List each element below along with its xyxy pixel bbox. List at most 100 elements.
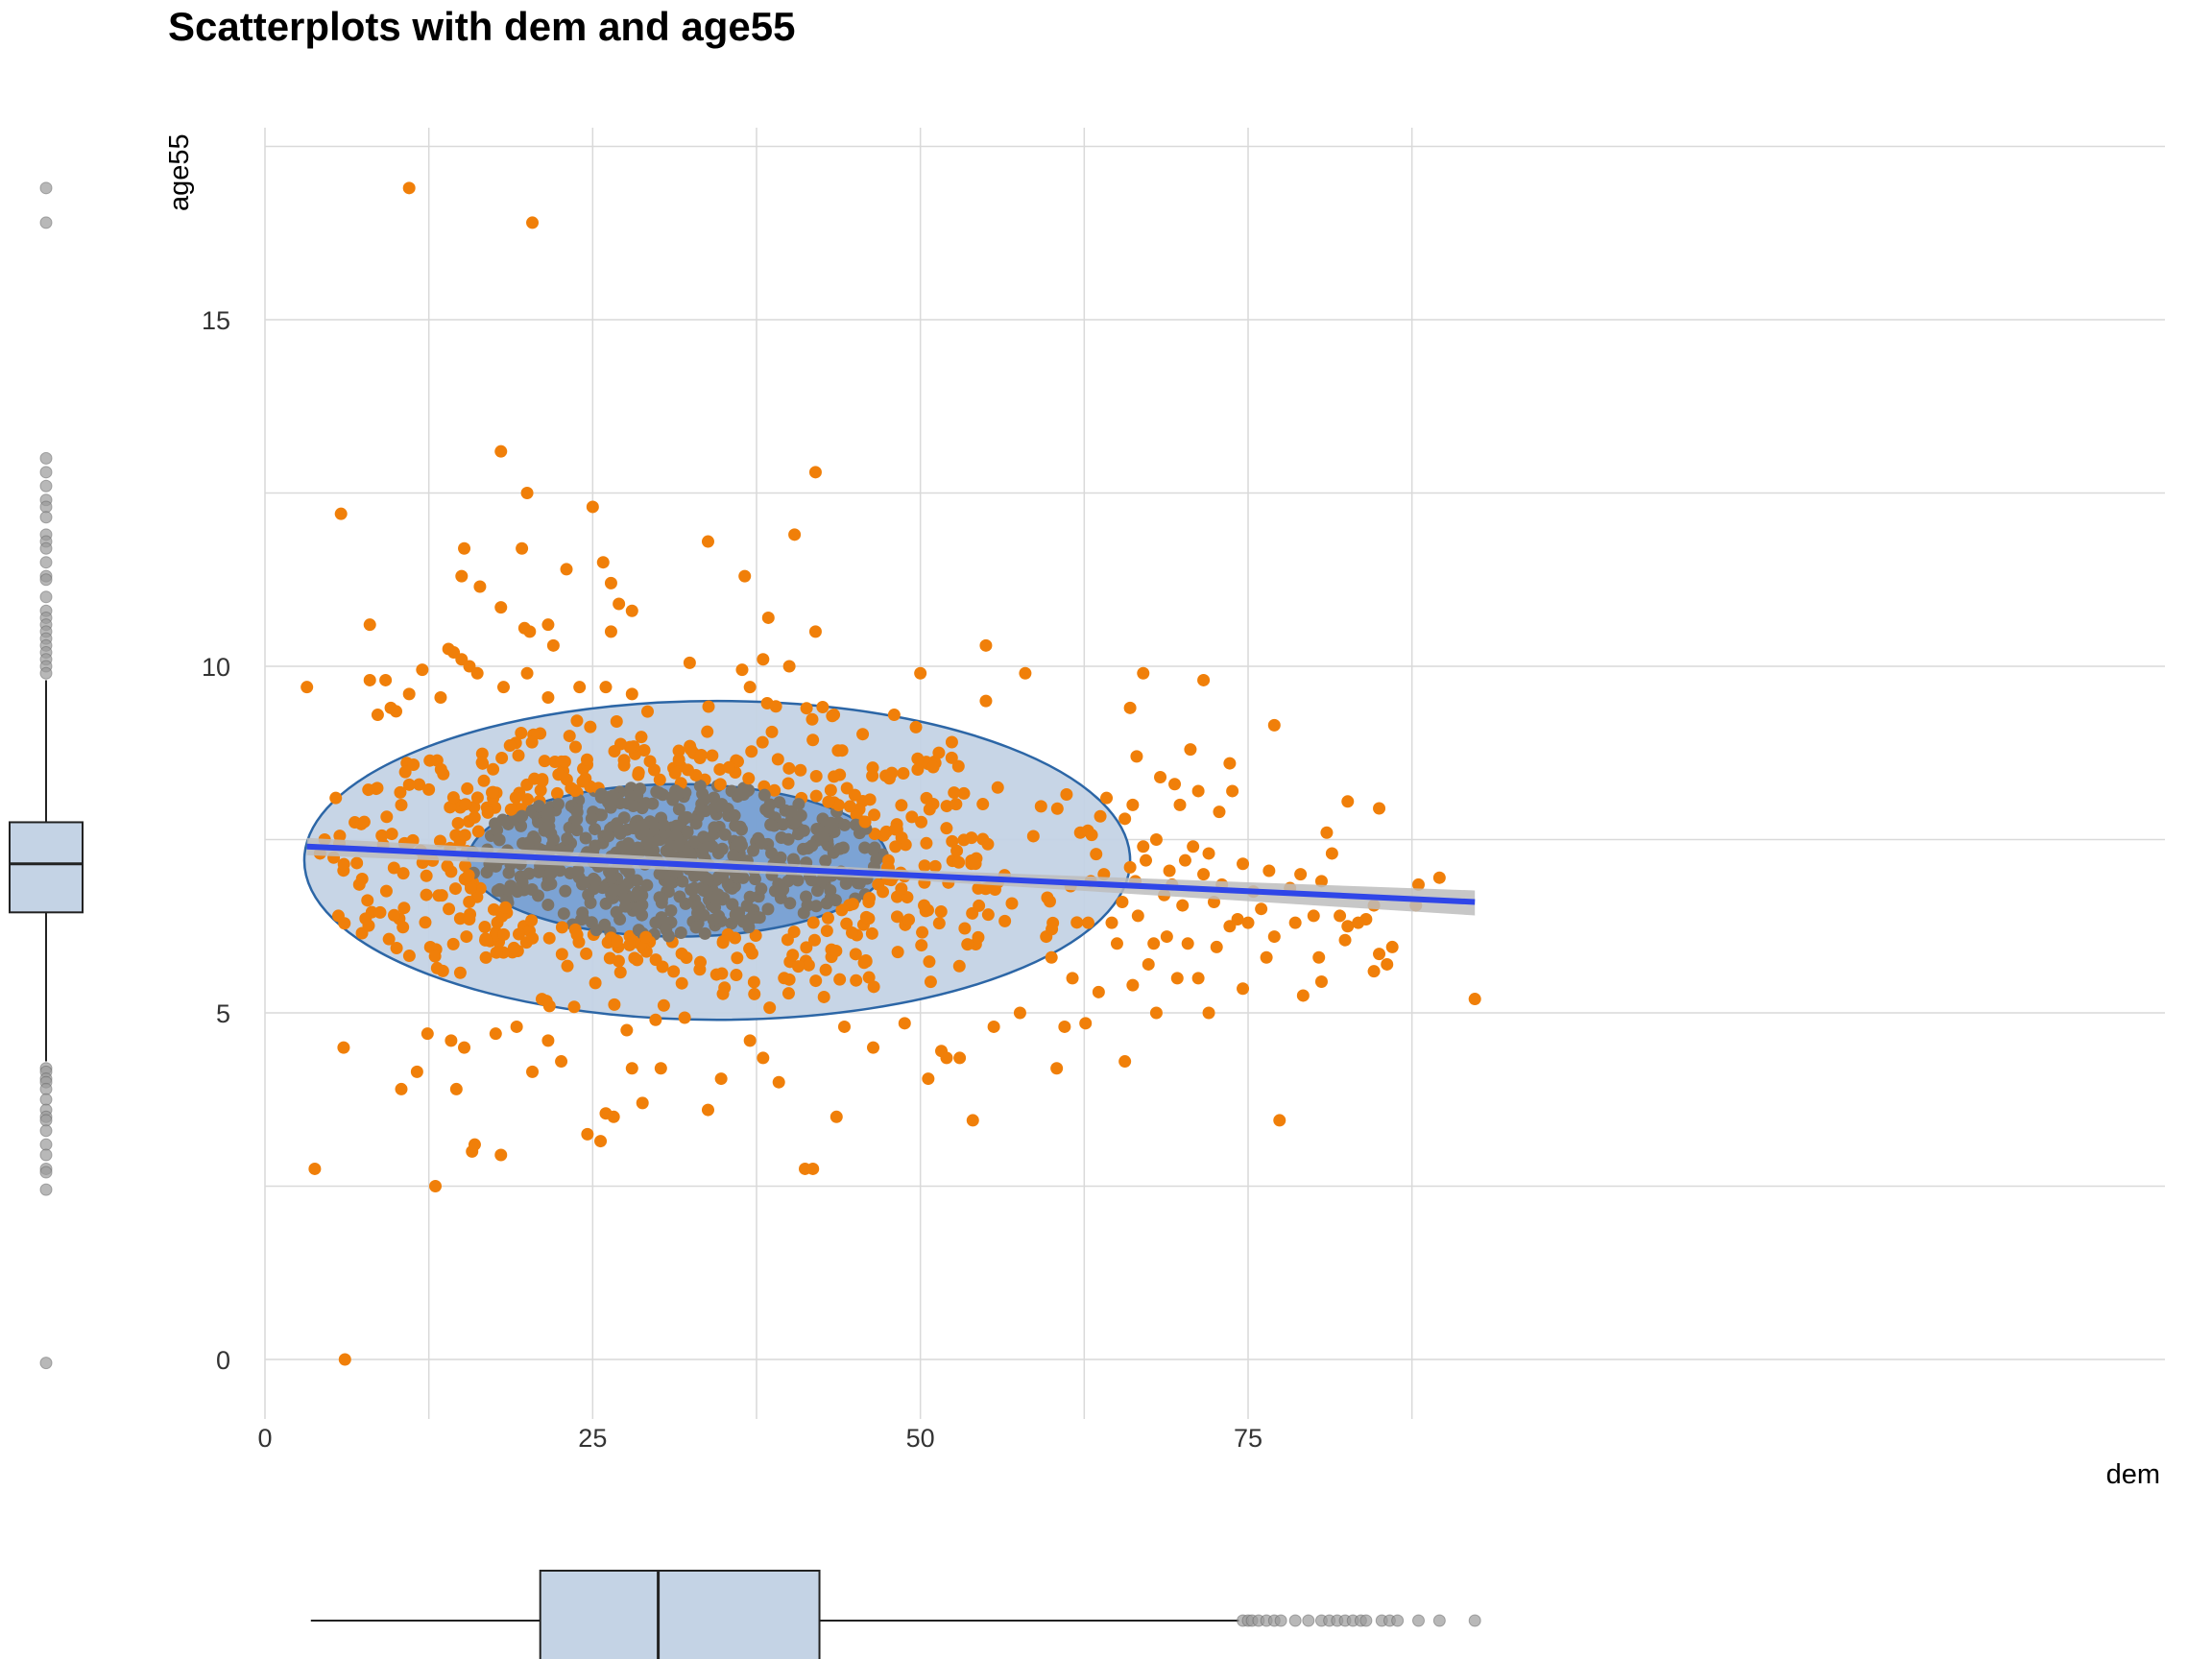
scatter-point [453,966,467,979]
scatter-point [808,625,822,638]
scatter-point [769,700,782,713]
scatter-point [856,728,870,741]
scatter-point [1168,778,1182,791]
scatter-point [1411,878,1425,891]
scatter-point [1320,826,1334,839]
scatter-point [1237,982,1250,996]
scatter-point [1226,784,1239,798]
scatter-point [715,967,729,980]
scatter-point [576,906,589,920]
scatter-point [387,861,400,875]
scatter-point [845,926,858,940]
scatter-point [800,890,813,903]
scatter-point [765,847,779,860]
scatter-point [926,760,940,774]
scatter-point [522,836,536,850]
scatter-point [494,1148,508,1162]
scatter-point [490,946,503,959]
scatter-point [538,755,551,768]
scatter-point [555,948,568,961]
scatter-point [1468,993,1481,1006]
scatter-point [806,733,820,747]
scatter-point [1184,743,1197,757]
scatter-point [460,930,473,944]
scatter-point [643,755,657,768]
scatter-point [538,824,551,837]
scatter-point [359,912,373,926]
scatter-point [1154,771,1167,784]
scatter-point [1034,800,1047,813]
scatter-point [1066,972,1079,985]
scatter-point [534,783,547,797]
scatter-point [952,855,966,869]
scatter-point [397,921,410,934]
scatter-point [940,1051,953,1065]
scatter-point [1081,916,1094,929]
scatter-point [1314,875,1328,888]
scatter-point [507,941,520,954]
scatter-point [663,876,677,889]
scatter-point [560,563,573,576]
scatter-point [902,913,916,926]
scatter-point [362,783,375,797]
y-marginal-boxplot [9,181,84,1370]
scatter-point [493,833,506,847]
scatter-point [817,990,830,1003]
scatter-point [932,917,946,930]
chart-title: Scatterplots with dem and age55 [168,4,796,49]
scatter-point [1197,673,1211,686]
scatter-point [791,874,805,887]
scatter-point [731,951,744,965]
scatter-point [350,856,364,870]
scatter-point [1118,1055,1132,1069]
scatter-point [689,921,703,934]
scatter-point [416,663,429,677]
scatter-point [1123,860,1137,874]
scatter-point [850,974,863,987]
scatter-point [621,837,635,851]
boxplot-outlier [39,1357,53,1370]
scatter-point [631,841,644,854]
scatter-point [726,898,739,911]
scatter-point [764,818,778,831]
boxplot-outlier [39,1148,53,1162]
scatter-point [419,916,432,929]
scatter-point [979,694,993,708]
scatter-point [809,769,823,782]
scatter-point [395,799,408,812]
scatter-point [413,778,426,791]
scatter-point [402,950,416,963]
scatter-point [390,941,403,954]
scatter-point [946,834,959,848]
scatter-point [976,798,990,811]
scatter-point [1050,802,1064,815]
scatter-point [835,744,849,757]
scatter-point [495,752,509,765]
scatter-point [561,831,574,845]
scatter-point [776,818,789,831]
scatter-point [1191,784,1205,798]
scatter-point [1341,920,1355,933]
scatter-point [742,921,756,934]
scatter-point [1241,916,1255,929]
scatter-point [675,976,688,990]
scatter-point [794,763,807,777]
scatter-point [781,777,795,790]
scatter-point [924,975,937,989]
scatter-point [1019,666,1032,680]
scatter-point [918,899,931,912]
scatter-point [422,782,436,796]
scatter-point [555,921,568,934]
scatter-point [729,908,742,922]
scatter-point [446,791,460,805]
scatter-point [889,840,902,854]
scatter-point [733,835,747,849]
scatter-point [561,959,574,973]
scatter-point [380,810,394,824]
scatter-point [653,773,666,786]
scatter-point [1381,957,1394,971]
scatter-point [1045,950,1058,964]
boxplot-outlier [39,1138,53,1151]
scatter-point [558,755,571,768]
scatter-point [444,801,457,814]
